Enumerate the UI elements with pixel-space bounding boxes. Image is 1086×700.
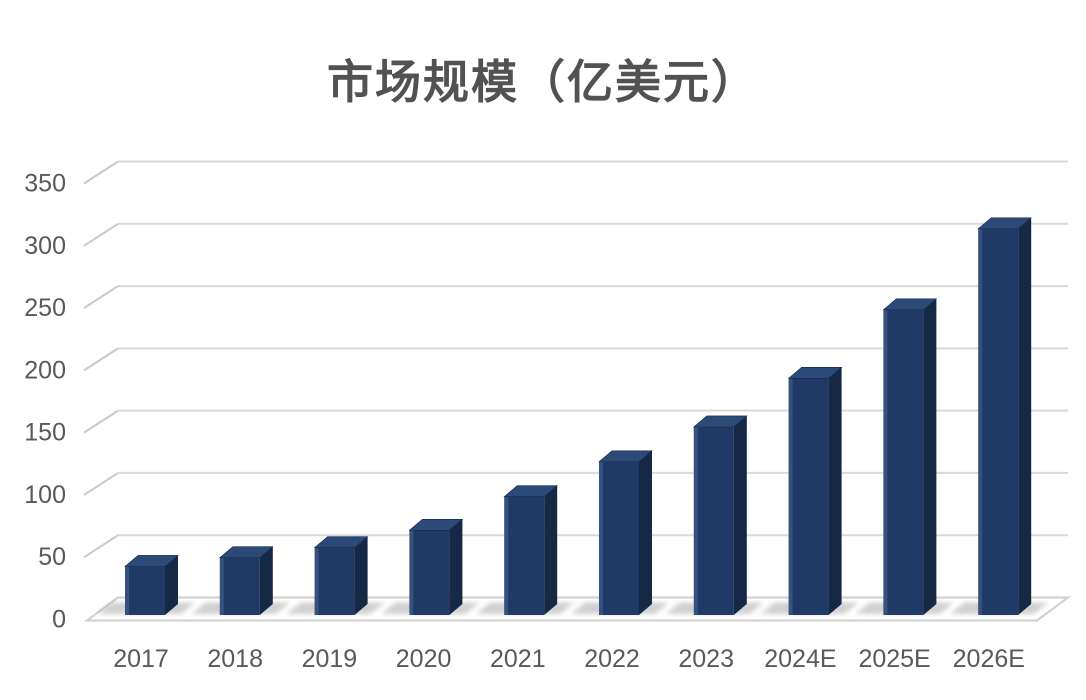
bar-front-highlight [883,309,888,615]
x-axis-labels-group: 2017 2018 2019 2020 2021 2022 2023 2024E 2025E 20… [113,645,1025,673]
y-axis-tick-label: 350 [24,170,66,198]
bar-front-highlight [314,547,319,615]
bar-3d [124,555,179,615]
x-axis-category-label: 2021 [490,645,546,673]
bar-side-face [544,485,558,615]
y-axis-tick-label: 250 [24,294,66,322]
gridline-diagonal-tick [83,347,119,372]
bar-side-face [449,519,463,615]
bar-front-highlight [219,557,224,615]
x-axis-category-label: 2019 [302,645,358,673]
bar-front-highlight [693,426,698,615]
bar-side-face [639,450,652,615]
bar-3d [218,546,274,615]
y-axis-labels-group: 0 50 100 150 200 250 300 350 [24,170,66,634]
bar-front-face [978,228,1019,616]
bar-front-face [693,426,734,615]
y-axis-tick-label: 50 [38,543,66,571]
y-axis-tick-label: 0 [52,606,66,634]
bar-3d [313,536,369,615]
bar-front-highlight [599,461,603,615]
x-axis-category-label: 2026E [953,645,1025,673]
bar-3d [503,485,559,615]
y-axis-tick-label: 300 [24,232,66,260]
x-axis-category-label: 2018 [207,645,263,673]
bar-front-highlight [978,228,983,616]
bar-3d [977,217,1033,616]
bar-front-face [883,309,924,615]
bar-front-highlight [409,530,414,615]
gridline-diagonal-tick [83,285,119,309]
gridline-diagonal-tick [83,409,119,434]
bar-front-face [314,547,355,615]
bar-front-highlight [504,496,509,615]
bar-front-face [788,378,829,615]
x-axis-category-label: 2023 [678,645,734,673]
bar-front-face [219,557,260,615]
gridlines-group [83,160,1068,559]
x-axis-category-label: 2017 [113,645,169,673]
bar-front-face [599,461,639,615]
bar-3d [692,415,748,615]
bars-group [124,217,1033,616]
bar-side-face [354,536,368,615]
bar-front-highlight [788,378,793,615]
bar-side-face [733,415,747,615]
bar-3d [787,367,843,615]
gridline-diagonal-tick [83,160,119,185]
x-axis-category-label: 2022 [584,645,640,673]
bar-3d [882,298,938,615]
gridline-diagonal-tick [83,222,119,247]
chart-title: 市场规模（亿美元） [327,56,759,108]
bar-3d [408,518,464,615]
bar-side-face [165,555,178,615]
x-axis-category-label: 2025E [858,645,930,673]
y-axis-tick-label: 100 [24,481,66,509]
gridline-diagonal-tick [83,472,119,496]
bar-side-face [1018,217,1032,616]
bar-front-face [125,566,165,615]
bar-front-face [504,496,545,615]
y-axis-tick-label: 150 [24,419,66,447]
bar-front-highlight [125,566,129,615]
y-axis-tick-label: 200 [24,356,66,384]
bar-side-face [259,546,273,615]
x-axis-category-label: 2020 [396,645,452,673]
gridline-diagonal-tick [83,534,119,559]
bar-3d [598,450,653,615]
bar-side-face [828,367,842,615]
bar-front-face [409,530,450,615]
x-axis-category-label: 2024E [764,645,836,673]
bar-side-face [923,298,937,615]
